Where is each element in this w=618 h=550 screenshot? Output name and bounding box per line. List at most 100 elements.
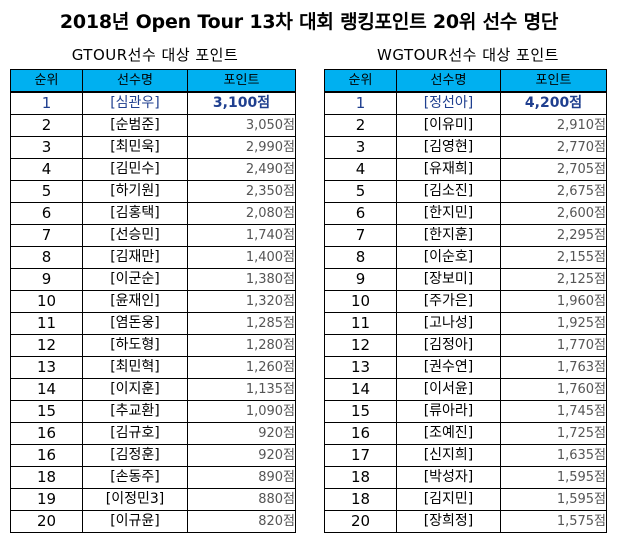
table-row: 17 [신지희] 1,635점	[324, 444, 607, 467]
player-name-cell: [최민혁]	[82, 356, 188, 379]
rank-cell: 16	[324, 422, 397, 445]
header-rank: 순위	[324, 69, 397, 93]
table-row: 13 [권수연] 1,763점	[324, 356, 607, 379]
player-name-cell: [김정훈]	[82, 444, 188, 467]
header-rank: 순위	[10, 69, 83, 93]
player-name-cell: [류아라]	[396, 400, 501, 423]
player-name-cell: [심관우]	[82, 91, 188, 115]
table-row: 7 [한지훈] 2,295점	[324, 224, 607, 247]
rank-cell: 18	[10, 466, 83, 489]
rank-cell: 11	[10, 312, 83, 335]
points-cell: 3,100점	[187, 91, 296, 115]
rank-cell: 10	[10, 290, 83, 313]
player-name-cell: [고나성]	[396, 312, 501, 335]
player-name-cell: [박성자]	[396, 466, 501, 489]
rank-cell: 9	[10, 268, 83, 291]
points-cell: 2,295점	[500, 224, 607, 247]
player-name-cell: [하도형]	[82, 334, 188, 357]
points-cell: 1,960점	[500, 290, 607, 313]
rank-cell: 4	[10, 158, 83, 181]
rank-cell: 16	[10, 422, 83, 445]
points-cell: 2,350점	[187, 180, 296, 203]
points-cell: 1,740점	[187, 224, 296, 247]
player-name-cell: [주가은]	[396, 290, 501, 313]
player-name-cell: [추교환]	[82, 400, 188, 423]
table-row: 12 [하도형] 1,280점	[10, 334, 296, 357]
player-name-cell: [한지민]	[396, 202, 501, 225]
table-row: 5 [김소진] 2,675점	[324, 180, 607, 203]
table-row: 10 [주가은] 1,960점	[324, 290, 607, 313]
rank-cell: 5	[324, 180, 397, 203]
rank-cell: 16	[10, 444, 83, 467]
rank-cell: 14	[10, 378, 83, 401]
table-row: 18 [박성자] 1,595점	[324, 466, 607, 489]
points-cell: 1,763점	[500, 356, 607, 379]
rank-cell: 20	[324, 510, 397, 533]
rank-cell: 6	[10, 202, 83, 225]
table-row: 18 [김지민] 1,595점	[324, 488, 607, 511]
rank-cell: 5	[10, 180, 83, 203]
points-cell: 920점	[187, 444, 296, 467]
rank-cell: 17	[324, 444, 397, 467]
table-row: 5 [하기원] 2,350점	[10, 180, 296, 203]
table-row: 6 [김홍택] 2,080점	[10, 202, 296, 225]
player-name-cell: [이정민3]	[82, 488, 188, 511]
table-row: 14 [이서윤] 1,760점	[324, 378, 607, 401]
points-cell: 2,990점	[187, 136, 296, 159]
rank-cell: 20	[10, 510, 83, 533]
player-name-cell: [장보미]	[396, 268, 501, 291]
rank-cell: 9	[324, 268, 397, 291]
table-row: 18 [손동주] 890점	[10, 466, 296, 489]
points-cell: 820점	[187, 510, 296, 533]
table-row: 20 [장희정] 1,575점	[324, 510, 607, 533]
points-cell: 1,745점	[500, 400, 607, 423]
points-cell: 880점	[187, 488, 296, 511]
points-cell: 1,320점	[187, 290, 296, 313]
player-name-cell: [하기원]	[82, 180, 188, 203]
player-name-cell: [이규윤]	[82, 510, 188, 533]
table-row: 16 [김정훈] 920점	[10, 444, 296, 467]
player-name-cell: [이유미]	[396, 114, 501, 137]
points-cell: 1,280점	[187, 334, 296, 357]
table-row: 3 [김영현] 2,770점	[324, 136, 607, 159]
points-cell: 1,090점	[187, 400, 296, 423]
points-cell: 1,595점	[500, 466, 607, 489]
points-cell: 1,925점	[500, 312, 607, 335]
table-row: 10 [윤재인] 1,320점	[10, 290, 296, 313]
points-cell: 1,595점	[500, 488, 607, 511]
points-cell: 1,400점	[187, 246, 296, 269]
points-cell: 1,380점	[187, 268, 296, 291]
player-name-cell: [최민욱]	[82, 136, 188, 159]
table-header-row: 순위 선수명 포인트	[10, 69, 296, 93]
table-row: 16 [김규호] 920점	[10, 422, 296, 445]
points-cell: 2,675점	[500, 180, 607, 203]
table-row: 7 [선승민] 1,740점	[10, 224, 296, 247]
points-cell: 1,575점	[500, 510, 607, 533]
table-row: 6 [한지민] 2,600점	[324, 202, 607, 225]
table-row: 11 [고나성] 1,925점	[324, 312, 607, 335]
table-row: 9 [이군순] 1,380점	[10, 268, 296, 291]
points-cell: 1,760점	[500, 378, 607, 401]
player-name-cell: [이순호]	[396, 246, 501, 269]
rank-cell: 15	[10, 400, 83, 423]
rank-cell: 18	[324, 466, 397, 489]
rank-cell: 6	[324, 202, 397, 225]
points-cell: 920점	[187, 422, 296, 445]
points-cell: 3,050점	[187, 114, 296, 137]
player-name-cell: [권수연]	[396, 356, 501, 379]
table-row: 2 [이유미] 2,910점	[324, 114, 607, 137]
player-name-cell: [한지훈]	[396, 224, 501, 247]
table-row: 12 [김정아] 1,770점	[324, 334, 607, 357]
points-cell: 2,125점	[500, 268, 607, 291]
rank-cell: 12	[324, 334, 397, 357]
header-player-name: 선수명	[396, 69, 501, 93]
player-name-cell: [이군순]	[82, 268, 188, 291]
rank-cell: 13	[10, 356, 83, 379]
points-cell: 1,285점	[187, 312, 296, 335]
player-name-cell: [김재만]	[82, 246, 188, 269]
rank-cell: 2	[10, 114, 83, 137]
table-row: 15 [류아라] 1,745점	[324, 400, 607, 423]
rank-cell: 8	[324, 246, 397, 269]
player-name-cell: [김민수]	[82, 158, 188, 181]
table-row: 14 [이지훈] 1,135점	[10, 378, 296, 401]
